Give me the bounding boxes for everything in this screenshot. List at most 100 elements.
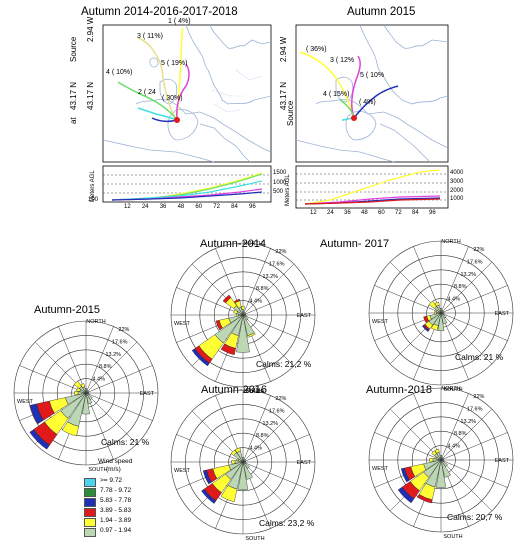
height-xtick: 60 (195, 204, 203, 210)
traj-title-right: Autumn 2015 (347, 6, 416, 18)
rose-calms: Calms: 20,7 % (447, 512, 503, 522)
rose-wedge (435, 461, 447, 488)
rose-ring-label: 13.2% (460, 419, 476, 425)
rose-wedge (74, 390, 79, 396)
rose-wedge (441, 460, 451, 478)
rose-wedge (423, 315, 429, 323)
height-ytick: 1000 (450, 196, 464, 202)
cluster-label: ( 36%) (306, 46, 327, 53)
rose-wedge (215, 319, 223, 331)
cluster-label: 4 ( 10%) (106, 69, 133, 76)
rose-title: Autumn-2015 (34, 304, 101, 316)
rose-compass-label: EAST (140, 391, 155, 397)
rose-ring-label: 17.6% (269, 261, 285, 267)
rose-wedge (243, 458, 245, 462)
rose-wedge (80, 383, 85, 388)
traj-height-left (102, 165, 272, 203)
rose-wedge (243, 315, 249, 321)
height-ticks-layer: 1500 1000 500 100 4000 3000 2000 1000 (0, 0, 526, 232)
height-xtick: 84 (412, 210, 419, 216)
rose-wedge (428, 300, 437, 309)
cluster-label: ( 30%) (162, 95, 183, 102)
rose-ring-label: 17.6% (269, 408, 285, 414)
rose-wedge (220, 485, 238, 503)
cluster-label: 5 ( 10% (360, 72, 385, 79)
rose-wedge (416, 494, 433, 504)
rose-calms: Calms: 23,2 % (259, 518, 315, 528)
rose-wedge (84, 388, 88, 392)
height-xtick: 48 (361, 210, 368, 216)
legend-label: >= 9.72 (100, 477, 123, 484)
rose-wedge (243, 462, 250, 469)
rose-wedge (441, 309, 443, 313)
rose-ring-label: 4.4% (447, 444, 460, 450)
height-ytick: 100 (88, 197, 99, 203)
rose-spoke (58, 326, 114, 460)
legend-unit: (m/s) (106, 466, 121, 473)
rose-wedge (236, 313, 239, 317)
rose-calms: Calms: 21 % (455, 352, 504, 362)
legend-label: 5.83 - 7.78 (100, 497, 132, 504)
rose-compass-label: WEST (372, 466, 389, 472)
height-xtick: 84 (231, 204, 238, 210)
rose-wedge (231, 459, 236, 465)
rose-ring-label: 22% (473, 394, 484, 400)
rose-wedge (441, 460, 448, 467)
rose-wedge (439, 308, 443, 312)
height-ytick: 4000 (450, 170, 464, 176)
rose-wedge (73, 380, 82, 389)
rose-wedge (86, 393, 93, 405)
height-xtick: 96 (249, 204, 256, 210)
height-xtick: 60 (378, 210, 385, 216)
rose-ring-label: 4.4% (447, 297, 460, 303)
rose-ring-label: 4.4% (249, 299, 262, 305)
rose-compass-label: EAST (495, 311, 510, 317)
height-ytick: 2000 (450, 188, 464, 194)
rose-ring-label: 17.6% (112, 339, 128, 345)
rose-wedge (439, 455, 443, 459)
cluster-label: 2 ( 24 (138, 89, 156, 96)
cluster-label: 3 ( 12% (330, 57, 355, 64)
rose-ring-label: 22% (275, 249, 286, 255)
rose-wedge (222, 294, 232, 304)
rose-calms: Calms: 21 % (101, 437, 150, 447)
rose-ring-label: 8.8% (454, 284, 467, 290)
rose-ring-label: 8.8% (256, 286, 269, 292)
height-xtick: 72 (395, 210, 402, 216)
height-xtick: 72 (213, 204, 220, 210)
rose-wedge (61, 421, 79, 437)
legend-swatch (84, 488, 96, 497)
legend-label: 1.94 - 3.89 (100, 517, 132, 524)
rose-spoke (413, 393, 469, 527)
rose-wedge (29, 429, 50, 450)
rose-ring-label: 17.6% (467, 406, 483, 412)
rose-spoke (413, 246, 469, 380)
wind-speed-legend: Wind speed (m/s) >= 9.72 7.78 - 9.72 5.83 … (84, 458, 152, 538)
height-xtick: 24 (141, 204, 149, 210)
rose-calms: Calms: 21,2 % (256, 359, 312, 369)
rose-compass-label: SOUTH (443, 534, 462, 540)
height-xtick: 36 (159, 204, 167, 210)
rose-ring-label: 22% (275, 396, 286, 402)
rose-ring-label: 13.2% (262, 274, 278, 280)
rose-compass-label: NORTH (86, 319, 105, 325)
rose-compass-label: SOUTH (245, 536, 264, 542)
rose-compass-label: WEST (17, 399, 34, 405)
rose-wedge (241, 306, 245, 310)
height-xtick: 12 (124, 204, 131, 210)
rose-wedge (236, 316, 250, 353)
rose-wedge (422, 324, 430, 332)
rose-ring-label: 8.8% (256, 433, 269, 439)
rose-wedge (434, 309, 438, 313)
rose-spoke (215, 248, 271, 382)
rose-wedge (247, 332, 256, 338)
rose-wedge (434, 448, 440, 454)
rose-ring-label: 22% (473, 247, 484, 253)
legend-swatch (84, 518, 96, 527)
height-ytick: 3000 (450, 179, 464, 185)
legend-swatch (84, 478, 96, 487)
